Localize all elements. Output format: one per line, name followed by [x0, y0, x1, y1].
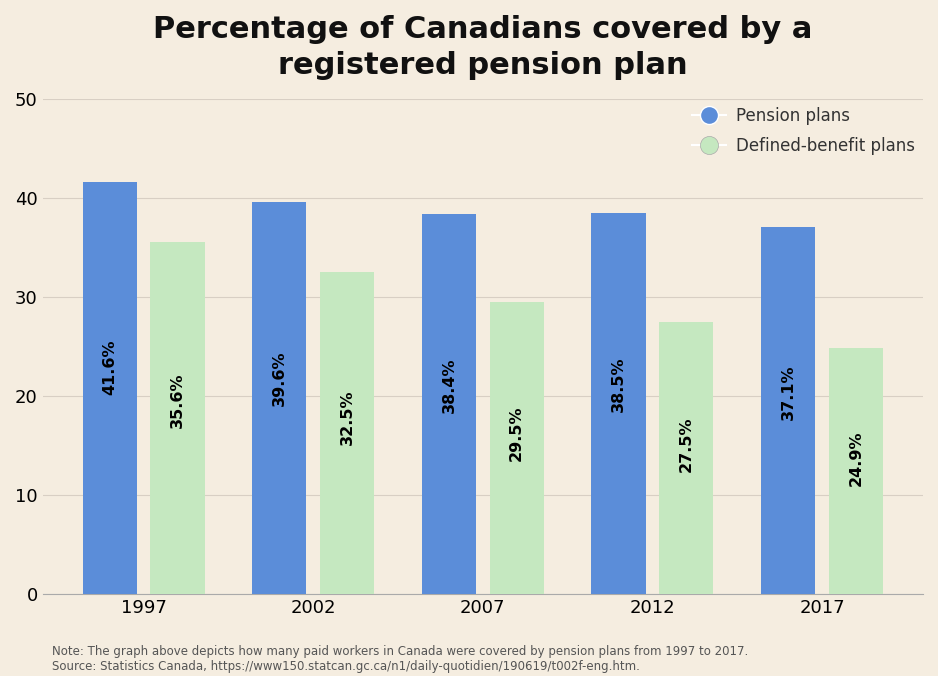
- Text: Note: The graph above depicts how many paid workers in Canada were covered by pe: Note: The graph above depicts how many p…: [52, 645, 748, 673]
- Text: 37.1%: 37.1%: [780, 364, 795, 420]
- Bar: [828, 347, 883, 594]
- Bar: [591, 213, 645, 594]
- Bar: [422, 214, 476, 594]
- Bar: [761, 226, 815, 594]
- Bar: [83, 182, 137, 594]
- Text: 32.5%: 32.5%: [340, 389, 355, 445]
- Bar: [150, 241, 204, 594]
- Bar: [659, 322, 714, 594]
- Text: 29.5%: 29.5%: [509, 406, 524, 461]
- Title: Percentage of Canadians covered by a
registered pension plan: Percentage of Canadians covered by a reg…: [153, 15, 812, 80]
- Text: 35.6%: 35.6%: [170, 372, 185, 428]
- Bar: [320, 272, 374, 594]
- Bar: [490, 302, 544, 594]
- Text: 27.5%: 27.5%: [679, 416, 694, 472]
- Text: 38.5%: 38.5%: [611, 357, 626, 412]
- Text: 41.6%: 41.6%: [102, 340, 117, 395]
- Bar: [252, 202, 307, 594]
- Legend: Pension plans, Defined-benefit plans: Pension plans, Defined-benefit plans: [692, 107, 915, 155]
- Text: 38.4%: 38.4%: [442, 357, 457, 413]
- Text: 24.9%: 24.9%: [848, 431, 863, 486]
- Text: 39.6%: 39.6%: [272, 351, 287, 406]
